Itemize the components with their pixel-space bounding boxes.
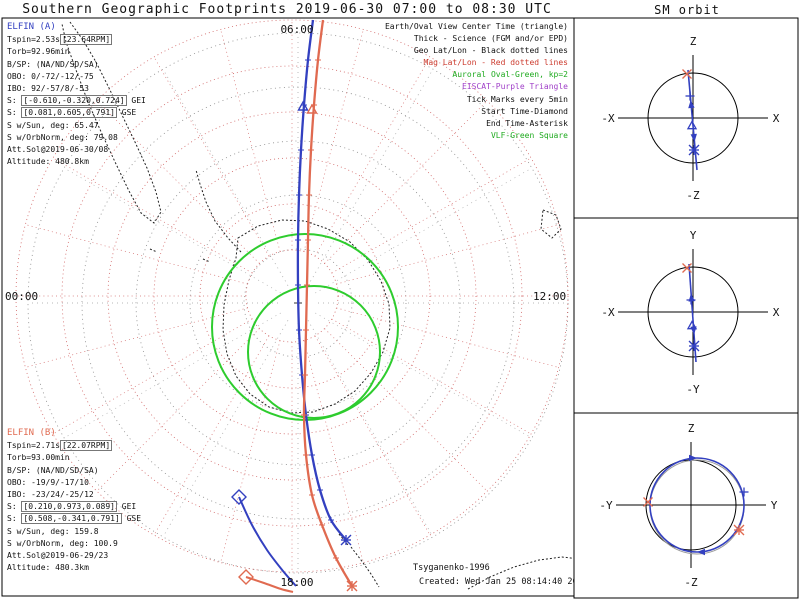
boxed-value: [22.07RPM] — [59, 440, 113, 452]
boxed-value: [-0.610,-0.320,0.724] — [21, 95, 127, 107]
info-line: OBO: 0/-72/-12/-75 — [7, 71, 94, 81]
legend-line: EISCAT-Purple Triangle — [462, 82, 568, 92]
created-credit: Created: Wed Jan 25 08:14:40 2023 — [419, 577, 588, 587]
axis-label: Y — [690, 229, 697, 242]
info-line: B/SP: (NA/ND/SD/SA) — [7, 59, 99, 69]
boxed-value: [0.081,0.605,0.791] — [21, 107, 117, 119]
info-line: OBO: -19/9/-17/10 — [7, 477, 89, 487]
axis-label: Z — [690, 35, 697, 48]
axis-label: X — [773, 112, 780, 125]
legend-line: Start Time-Diamond — [481, 106, 568, 116]
sm-orbit-title: SM orbit — [654, 3, 720, 17]
info-line: Torb=93.00min — [7, 453, 70, 463]
info-line: S: [0.081,0.605,0.791] GSE — [7, 107, 137, 119]
info-line: Tspin=2.71s [22.07RPM] — [7, 440, 113, 452]
info-block-title: ELFIN (B) — [7, 428, 56, 438]
info-line: Att.Sol@2019-06-30/08 — [7, 145, 109, 155]
axis-label: -Z — [686, 189, 700, 202]
info-line: Tspin=2.53s [23.64RPM] — [7, 34, 113, 46]
info-line: Torb=92.96min — [7, 47, 70, 57]
info-block-title: ELFIN (A) — [7, 22, 56, 32]
plot-legend: Earth/Oval View Center Time (triangle) Th… — [298, 21, 568, 142]
legend-line: Earth/Oval View Center Time (triangle) — [384, 22, 568, 31]
info-line: S w/Sun, deg: 159.8 — [7, 526, 99, 536]
info-line: IBO: -23/24/-25/12 — [7, 490, 94, 500]
axis-label: Z — [688, 422, 695, 435]
legend-line: Tick Marks every 5min — [466, 94, 568, 104]
mlt-label: 00:00 — [5, 290, 38, 303]
info-line: S: [0.210,0.973,0.089] GEI — [7, 501, 137, 513]
axis-label: -X — [601, 306, 615, 319]
elfin-b-info-block: ELFIN (B) Tspin=2.71s [22.07RPM] Torb=93.00… — [7, 427, 141, 574]
info-line: Att.Sol@2019-06-29/23 — [7, 551, 109, 561]
axis-label: -X — [601, 112, 615, 125]
orbit-panel-Y-Z: Z -Z -Y Y — [573, 412, 799, 599]
boxed-value: [0.508,-0.341,0.791] — [21, 513, 122, 525]
boxed-value: [23.64RPM] — [59, 34, 113, 46]
legend-line: Auroral Oval-Green, kp=2 — [452, 70, 568, 80]
model-credit: Tsyganenko-1996 — [413, 563, 490, 573]
axis-label: -Z — [684, 576, 698, 589]
orbit-panel-X-Y: Y -Y -X X — [573, 217, 799, 414]
elfin-a-info-block: ELFIN (A) Tspin=2.53s [23.64RPM] Torb=92.96… — [7, 21, 146, 168]
orbit-panel-X-Z: Z -Z -X X — [573, 17, 799, 219]
info-line: S: [0.508,-0.341,0.791] GSE — [7, 513, 142, 525]
legend-line: VLF-Green Square — [490, 130, 568, 140]
trajectory — [238, 19, 358, 593]
info-line: S: [-0.610,-0.320,0.724] GEI — [7, 95, 146, 107]
axis-label: Y — [771, 499, 778, 512]
legend-line: Geo Lat/Lon - Black dotted lines — [413, 46, 568, 56]
info-line: Altitude: 480.3km — [7, 563, 89, 573]
legend-line: Mag Lat/Lon - Red dotted lines — [423, 58, 569, 68]
coastlines — [61, 21, 574, 590]
info-line: S w/Sun, deg: 65.47 — [7, 120, 99, 130]
axis-label: X — [773, 306, 780, 319]
mlt-label: 06:00 — [280, 23, 313, 36]
info-line: IBO: 92/-57/8/-53 — [7, 84, 89, 94]
axis-label: -Y — [686, 383, 700, 396]
info-line: S w/OrbNorm, deg: 100.9 — [7, 538, 118, 548]
trajectory — [231, 19, 352, 587]
mag-grid — [15, 19, 569, 573]
page-title: Southern Geographic Footprints 2019-06-3… — [22, 2, 552, 17]
main-plot-area: 06:00 00:00 12:00 18:00 Tsyganenko-1996 Creat… — [5, 19, 588, 593]
legend-line: Thick - Science (FGM and/or EPD) — [413, 34, 568, 44]
geo-grid — [27, 32, 569, 574]
boxed-value: [0.210,0.973,0.089] — [21, 501, 117, 513]
mlt-label: 18:00 — [280, 576, 313, 589]
mlt-label: 12:00 — [533, 290, 566, 303]
axis-label: -Y — [599, 499, 613, 512]
info-line: B/SP: (NA/ND/SD/SA) — [7, 465, 99, 475]
info-line: S w/OrbNorm, deg: 79.08 — [7, 132, 118, 142]
legend-line: End Time-Asterisk — [486, 118, 568, 128]
info-line: Altitude: 480.8km — [7, 157, 89, 167]
